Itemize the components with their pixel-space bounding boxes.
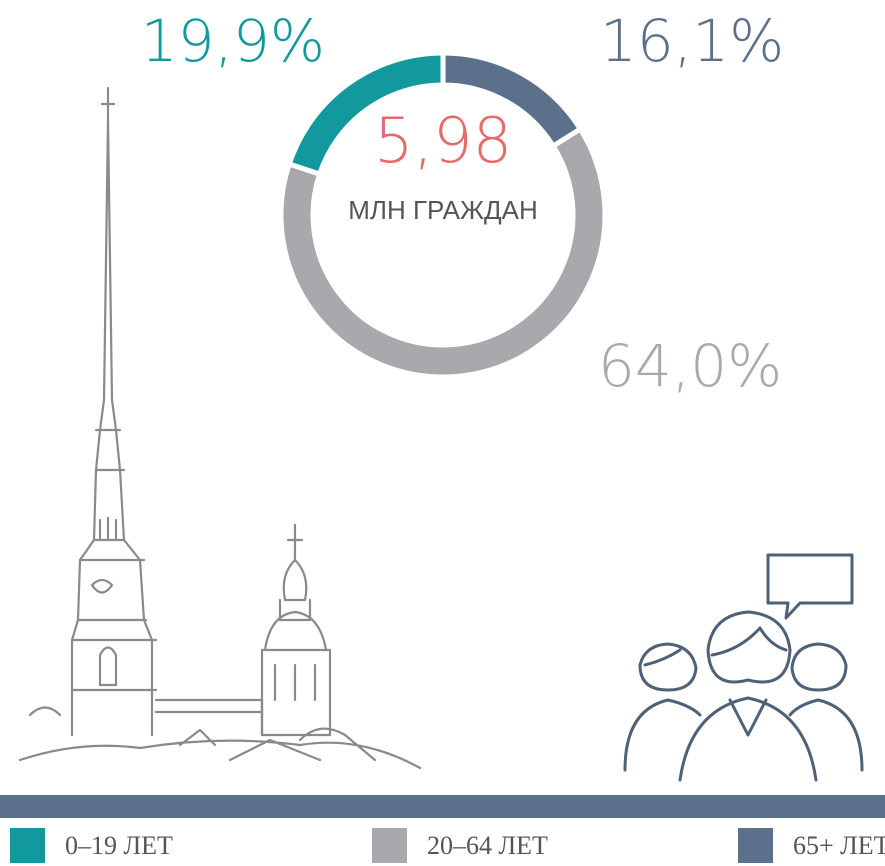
- legend-label: 0–19 ЛЕТ: [65, 831, 173, 860]
- legend-swatch: [738, 828, 773, 863]
- total-unit: МЛН ГРАЖДАН: [348, 195, 537, 225]
- total-value: 5,98: [374, 104, 512, 177]
- legend-swatch: [372, 828, 407, 863]
- cathedral-sketch: [18, 86, 422, 770]
- legend-label: 20–64 ЛЕТ: [427, 831, 548, 860]
- value-label: 16,1%: [600, 7, 784, 75]
- legend-label: 65+ ЛЕТ: [793, 831, 885, 860]
- people-icon: [623, 553, 864, 782]
- value-label: 64,0%: [598, 332, 782, 400]
- value-label: 19,9%: [141, 7, 325, 75]
- donut-segment: [286, 50, 446, 178]
- legend-swatch: [10, 828, 45, 863]
- donut-segment: [278, 125, 608, 380]
- footer-band: [0, 795, 885, 818]
